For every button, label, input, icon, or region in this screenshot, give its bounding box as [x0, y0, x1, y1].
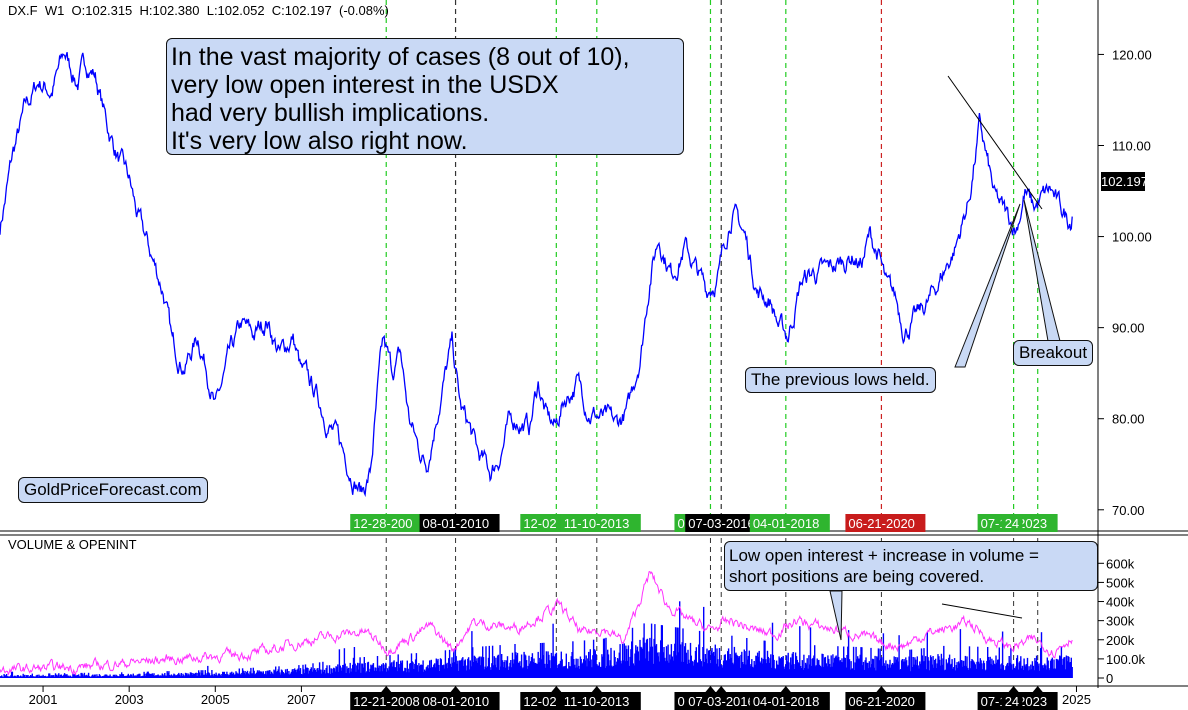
- trend-annotations: [829, 75, 1061, 641]
- event-top-badge: [749, 514, 830, 532]
- event-bottom-label: 08-01-2010: [423, 694, 490, 709]
- main-annotation-line-2: very low open interest in the USDX: [171, 71, 559, 99]
- event-top-label: 12-02: [523, 516, 556, 531]
- price-tick-label: 120.00: [1112, 47, 1152, 62]
- event-bottom-arrow: [876, 686, 887, 692]
- time-tick-label: 2001: [29, 692, 58, 707]
- volume-callout-pointer: [829, 590, 843, 641]
- event-top-label: 06-21-2020: [848, 516, 915, 531]
- volume-tick-label: 0: [1106, 671, 1113, 686]
- volume-annotation-line-2: short positions are being covered.: [729, 567, 985, 586]
- price-tick-label: 90.00: [1112, 321, 1145, 336]
- time-tick-label: 2007: [287, 692, 316, 707]
- event-bottom-badge: [845, 692, 926, 710]
- volume-tick-label: 400k: [1106, 595, 1135, 610]
- price-tick-label: 80.00: [1112, 412, 1145, 427]
- event-bottom-label: 11-10-2013: [564, 694, 630, 709]
- event-bottom-label: 0: [677, 694, 684, 709]
- event-bottom-badge: [419, 692, 500, 710]
- event-top-badge: [419, 514, 500, 532]
- price-tick-label: 70.00: [1112, 503, 1145, 518]
- main-annotation-line-3: had very bullish implications.: [171, 99, 490, 127]
- event-top-label: 12-28-200: [353, 516, 412, 531]
- event-top-badge: [674, 514, 688, 532]
- event-top-badge: [350, 514, 423, 532]
- price-tick-label: 110.00: [1112, 139, 1151, 154]
- event-bottom-arrow: [705, 686, 716, 692]
- event-top-badge: [845, 514, 926, 532]
- volume-annotation-callout: Low open interest + increase in volume =…: [724, 541, 1098, 591]
- time-tick-label: 2025: [1062, 692, 1091, 707]
- event-bottom-arrow: [381, 686, 392, 692]
- event-bottom-label: 12-02: [523, 694, 556, 709]
- breakout-pointer: [1023, 199, 1061, 342]
- event-top-label: 04-01-2018: [753, 516, 820, 531]
- event-bottom-arrow: [1008, 686, 1019, 692]
- event-bottom-badge: [350, 692, 431, 710]
- event-bottom-badge: [520, 692, 564, 710]
- event-bottom-label: 07-03-2016: [688, 694, 755, 709]
- main-annotation-line-1: In the vast majority of cases (8 out of …: [171, 43, 630, 71]
- event-bottom-label: 12-21-2008: [353, 694, 420, 709]
- ohlc-readout: DX.F W1 O:102.315 H:102.380 L:102.052 C:…: [8, 3, 389, 18]
- time-tick-label: 2005: [201, 692, 230, 707]
- breakout-callout: Breakout: [1013, 340, 1094, 366]
- event-top-badge: [520, 514, 564, 532]
- event-bottom-arrow: [780, 686, 791, 692]
- volume-tick-label: 200k: [1106, 633, 1135, 648]
- price-series-line: [0, 52, 1073, 498]
- event-bottom-badge: [560, 692, 641, 710]
- volume-tick-label: 600k: [1106, 556, 1135, 571]
- event-bottom-arrow: [716, 686, 727, 692]
- volume-panel-title: VOLUME & OPENINT: [8, 537, 137, 552]
- event-bottom-badge: [685, 692, 766, 710]
- event-top-label: 11-10-2013: [564, 516, 630, 531]
- price-trendline: [947, 75, 1043, 210]
- event-top-badge: [685, 514, 766, 532]
- event-bottom-label: 24: [1005, 694, 1019, 709]
- time-tick-label: 2003: [115, 692, 144, 707]
- event-bottom-arrow: [1032, 686, 1043, 692]
- event-date-labels: 12-28-20012-21-200808-01-201008-01-20101…: [350, 514, 1058, 710]
- chart-series: [0, 52, 1073, 678]
- main-annotation-line-4: It's very low also right now.: [171, 127, 468, 155]
- brand-watermark-label: GoldPriceForecast.com: [18, 477, 208, 503]
- main-annotation-callout: In the vast majority of cases (8 out of …: [166, 38, 684, 155]
- event-bottom-label: 04-01-2018: [753, 694, 820, 709]
- volume-annotation-line-1: Low open interest + increase in volume =: [729, 546, 1039, 565]
- event-bottom-badge: [749, 692, 830, 710]
- event-bottom-arrow: [591, 686, 602, 692]
- event-top-label: 07-03-2016: [688, 516, 755, 531]
- price-tick-label: 100.00: [1112, 230, 1152, 245]
- event-top-label: 0: [677, 516, 684, 531]
- event-bottom-arrow: [551, 686, 562, 692]
- event-bottom-label: 06-21-2020: [848, 694, 915, 709]
- previous-lows-callout: The previous lows held.: [745, 367, 936, 393]
- open-interest-trendline: [941, 603, 1023, 619]
- event-top-label: 24: [1005, 516, 1019, 531]
- event-bottom-arrow: [450, 686, 461, 692]
- volume-tick-label: 100.0k: [1106, 652, 1146, 667]
- last-price-badge: 102.197: [1101, 172, 1148, 191]
- event-top-label: 08-01-2010: [423, 516, 490, 531]
- event-bottom-badge: [674, 692, 688, 710]
- event-top-badge: [560, 514, 641, 532]
- open-interest-line: [0, 571, 1073, 676]
- volume-tick-label: 300k: [1106, 614, 1135, 629]
- event-bottom-badge: [1001, 692, 1023, 710]
- previous-lows-pointer: [954, 203, 1021, 368]
- volume-tick-label: 500k: [1106, 575, 1135, 590]
- event-top-badge: [1001, 514, 1023, 532]
